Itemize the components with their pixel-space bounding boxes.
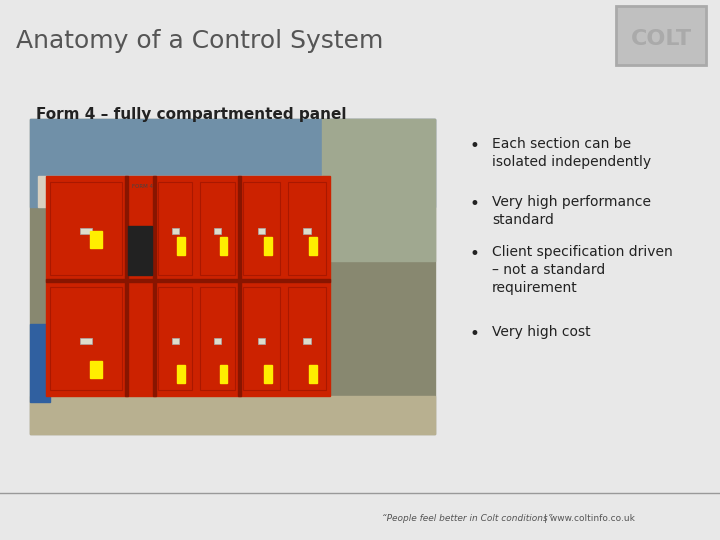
Bar: [322, 119, 435, 261]
Bar: [310, 365, 318, 383]
Text: Client specification driven
– not a standard
requirement: Client specification driven – not a stan…: [492, 245, 672, 295]
Bar: [177, 365, 185, 383]
Bar: [215, 227, 221, 234]
Bar: [158, 287, 192, 390]
Text: Very high performance
standard: Very high performance standard: [492, 195, 651, 227]
Text: •: •: [470, 245, 480, 263]
Text: Very high cost: Very high cost: [492, 325, 590, 339]
Text: •: •: [470, 325, 480, 343]
Bar: [220, 238, 228, 255]
Bar: [30, 119, 435, 434]
Bar: [125, 176, 127, 396]
Bar: [310, 238, 318, 255]
Bar: [38, 176, 322, 207]
Text: “People feel better in Colt conditions”: “People feel better in Colt conditions”: [382, 514, 552, 523]
Bar: [46, 279, 330, 282]
Bar: [50, 182, 122, 275]
Bar: [200, 287, 235, 390]
Bar: [127, 226, 152, 275]
Bar: [30, 396, 435, 434]
Bar: [172, 338, 179, 344]
Bar: [288, 182, 325, 275]
Bar: [50, 287, 122, 390]
Bar: [220, 365, 228, 383]
Bar: [30, 323, 50, 402]
Bar: [172, 227, 179, 234]
Text: | www.coltinfo.co.uk: | www.coltinfo.co.uk: [544, 514, 634, 523]
Bar: [243, 182, 280, 275]
Bar: [46, 176, 330, 396]
FancyBboxPatch shape: [616, 5, 706, 65]
Text: COLT: COLT: [631, 29, 691, 49]
Bar: [264, 365, 272, 383]
Bar: [177, 238, 185, 255]
Bar: [158, 182, 192, 275]
Bar: [30, 119, 435, 207]
Bar: [258, 338, 265, 344]
Bar: [200, 182, 235, 275]
Bar: [79, 338, 92, 344]
Text: Form 4 – fully compartmented panel: Form 4 – fully compartmented panel: [36, 107, 346, 122]
Bar: [79, 227, 92, 234]
Text: Each section can be
isolated independently: Each section can be isolated independent…: [492, 137, 651, 169]
Text: Anatomy of a Control System: Anatomy of a Control System: [16, 29, 383, 53]
Text: FORM 4: FORM 4: [132, 184, 153, 189]
Bar: [264, 238, 272, 255]
Bar: [258, 227, 265, 234]
Bar: [238, 176, 241, 396]
Bar: [243, 287, 280, 390]
Bar: [90, 361, 102, 378]
Bar: [303, 227, 310, 234]
Bar: [288, 287, 325, 390]
Bar: [303, 338, 310, 344]
Text: •: •: [470, 195, 480, 213]
Text: •: •: [470, 137, 480, 155]
Bar: [215, 338, 221, 344]
Bar: [90, 231, 102, 248]
Bar: [153, 176, 156, 396]
